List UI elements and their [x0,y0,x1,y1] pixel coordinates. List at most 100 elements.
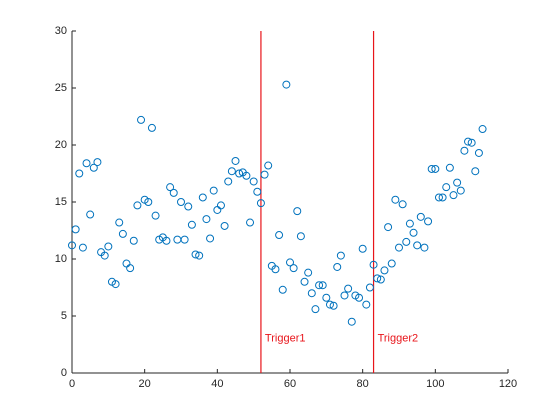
point [365,283,374,292]
point [307,289,316,298]
x-tick-label: 0 [69,378,75,390]
point [220,221,229,230]
point [344,284,353,293]
point [75,169,84,178]
y-tick-label: 25 [55,82,67,94]
point [369,260,378,269]
point [227,167,236,176]
point [340,291,349,300]
point [380,266,389,275]
point [147,123,156,132]
trigger-label: Trigger2 [378,333,419,345]
point [122,259,131,268]
trigger-label: Trigger1 [265,333,306,345]
point [322,293,331,302]
point [420,243,429,252]
x-tick-label: 40 [211,378,223,390]
point [216,201,225,210]
point [213,205,222,214]
x-tick-label: 120 [499,378,517,390]
point [253,187,262,196]
point [100,251,109,260]
point [71,225,80,234]
point [235,169,244,178]
point [78,243,87,252]
point [275,231,284,240]
point [387,259,396,268]
y-tick-label: 20 [55,139,67,151]
point [177,198,185,206]
point [260,170,269,179]
point [304,268,313,277]
point [449,191,458,200]
point [86,210,95,219]
point [355,293,364,302]
point [133,201,142,210]
point [416,212,425,221]
point [347,317,356,326]
point [115,218,124,227]
point [395,243,403,252]
point [278,285,287,294]
point [384,223,393,232]
point [431,164,440,173]
point [445,163,454,172]
point [202,215,211,224]
point [173,235,182,244]
point [438,193,447,202]
point [398,200,407,209]
point [246,218,255,227]
point [402,237,411,246]
point [362,300,371,309]
point [413,241,422,250]
point [409,228,418,237]
point [93,158,102,167]
point [195,251,204,260]
point [271,265,280,274]
point [209,186,218,195]
point [373,274,382,283]
point [231,156,240,165]
point [471,167,480,176]
point [191,250,200,259]
point [151,211,160,220]
point [333,262,342,271]
point [144,198,153,206]
point [68,241,76,250]
x-tick-label: 80 [357,378,369,390]
point [289,264,298,273]
point [318,281,327,290]
point [325,300,334,309]
point [137,115,146,124]
point [427,164,436,173]
y-tick-label: 30 [55,25,67,37]
point [434,193,443,202]
point [467,138,476,147]
point [242,171,251,180]
point [198,193,207,202]
point [460,146,469,155]
point [456,186,465,195]
point [256,199,265,208]
y-tick-label: 10 [55,253,67,265]
point [391,195,400,204]
point [478,125,487,134]
point [329,301,338,310]
point [336,251,345,260]
point [300,277,309,286]
x-tick-label: 20 [139,378,151,390]
point [424,217,433,226]
point [296,232,305,241]
y-tick-label: 15 [55,196,67,208]
point [453,178,462,187]
point [474,148,483,157]
point [180,235,189,244]
point [264,161,273,170]
point [104,242,113,251]
point [118,229,127,238]
point [224,177,233,186]
point [184,202,193,211]
point [405,219,414,228]
point [166,183,175,192]
point [315,281,324,290]
